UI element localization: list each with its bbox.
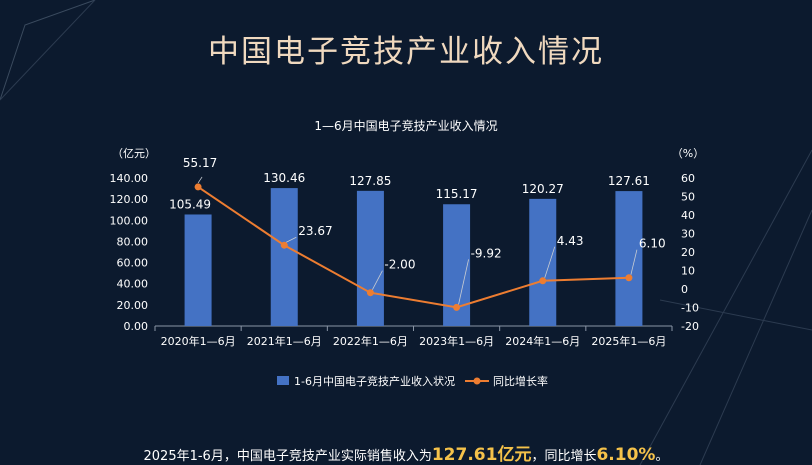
chart-title: 1—6月中国电子竞技产业收入情况	[314, 119, 498, 133]
y-axis-unit: （亿元）	[112, 147, 156, 160]
bar-value-label: 127.61	[608, 174, 650, 188]
bar-value-label: 120.27	[522, 182, 564, 196]
growth-value-label: -9.92	[471, 246, 502, 260]
bar	[615, 191, 643, 326]
legend-line-label: 同比增长率	[493, 374, 548, 388]
legend-bar-label: 1-6月中国电子竞技产业收入状况	[294, 374, 455, 388]
legend-line-marker	[473, 377, 481, 385]
bar	[184, 214, 212, 326]
caption-text-pre: 2025年1-6月，中国电子竞技产业实际销售收入为	[143, 449, 432, 464]
caption-text-mid: ，同比增长	[531, 449, 597, 464]
bar-value-label: 105.49	[169, 197, 211, 211]
x-tick-label: 2025年1—6月	[591, 334, 666, 348]
y-tick-label: 0.00	[124, 320, 149, 333]
y-tick-label: 120.00	[110, 193, 149, 206]
growth-value-label: -2.00	[384, 258, 415, 272]
page-title: 中国电子竞技产业收入情况	[208, 34, 604, 70]
x-tick-label: 2021年1—6月	[247, 334, 322, 348]
y-tick-label: 40.00	[117, 278, 149, 291]
y2-tick-label: -20	[681, 320, 699, 333]
bar	[270, 188, 298, 326]
growth-point	[194, 183, 202, 191]
y-tick-label: 140.00	[110, 172, 149, 185]
bar-value-label: 115.17	[436, 187, 478, 201]
summary-caption: 2025年1-6月，中国电子竞技产业实际销售收入为127.61亿元，同比增长6.…	[0, 440, 812, 465]
y2-tick-label: 50	[681, 191, 695, 204]
growth-point	[539, 277, 547, 285]
growth-label-leader	[458, 259, 469, 305]
y-tick-label: 60.00	[117, 257, 149, 270]
growth-value-label: 6.10	[639, 237, 666, 251]
y2-tick-label: 30	[681, 228, 695, 241]
x-tick-label: 2023年1—6月	[419, 334, 494, 348]
y2-tick-label: -10	[681, 302, 699, 315]
bar	[356, 190, 384, 326]
y2-tick-label: 60	[681, 172, 695, 185]
y-tick-label: 100.00	[110, 214, 149, 227]
y2-tick-label: 10	[681, 265, 695, 278]
y-tick-label: 80.00	[117, 235, 149, 248]
x-tick-label: 2022年1—6月	[333, 334, 408, 348]
growth-label-leader	[372, 270, 383, 290]
caption-text-post: 。	[655, 449, 669, 464]
growth-point	[625, 274, 633, 282]
growth-label-leader	[630, 249, 638, 275]
caption-growth: 6.10%	[596, 445, 656, 465]
growth-label-leader	[544, 246, 556, 278]
y2-tick-label: 0	[681, 283, 688, 296]
growth-point	[280, 241, 288, 249]
growth-label-leader	[197, 176, 203, 184]
growth-label-leader	[286, 236, 297, 243]
growth-line	[197, 186, 629, 309]
y2-tick-label: 40	[681, 209, 695, 222]
growth-point	[366, 289, 374, 297]
y2-axis-unit: （%）	[672, 147, 704, 160]
bar-value-label: 130.46	[263, 171, 305, 185]
growth-value-label: 23.67	[298, 224, 332, 238]
bar	[529, 198, 557, 326]
growth-value-label: 4.43	[557, 234, 584, 248]
legend-bar-swatch	[277, 376, 289, 385]
x-tick-label: 2020年1—6月	[161, 334, 236, 348]
y2-tick-label: 20	[681, 246, 695, 259]
y-tick-label: 20.00	[117, 299, 149, 312]
bar-value-label: 127.85	[349, 174, 391, 188]
growth-value-label: 55.17	[183, 156, 217, 170]
x-tick-label: 2024年1—6月	[505, 334, 580, 348]
growth-point	[453, 303, 461, 311]
caption-revenue: 127.61亿元	[431, 445, 532, 465]
